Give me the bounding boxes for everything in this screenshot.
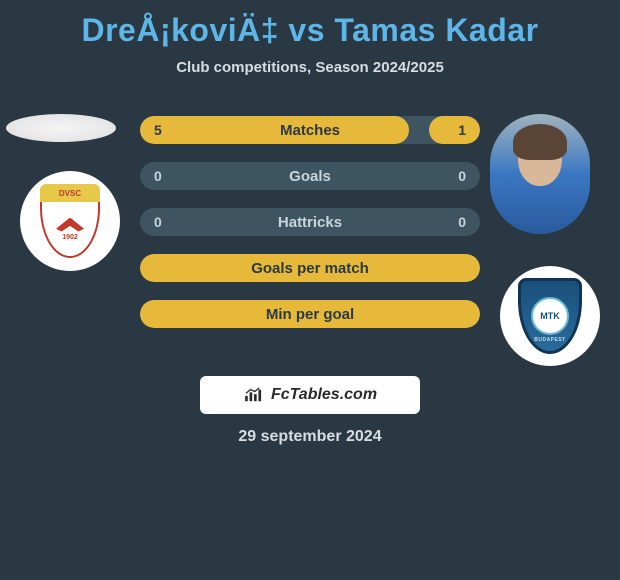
dvsc-shield-icon: DVSC 1902 (40, 184, 100, 258)
comparison-panel: DVSC 1902 MTK BUDAPEST 51Matches 00Goals 0… (0, 96, 620, 356)
bar-label: Goals (140, 168, 480, 185)
mtk-sub-label: BUDAPEST (534, 337, 566, 343)
fctables-badge: FcTables.com (200, 376, 420, 414)
stat-bar-row: Goals per match (140, 254, 480, 282)
comparison-subtitle: Club competitions, Season 2024/2025 (0, 53, 620, 96)
bar-label: Goals per match (140, 260, 480, 277)
club-right-badge: MTK BUDAPEST (500, 266, 600, 366)
player-left-avatar (6, 114, 116, 142)
stat-bar-row: 00Goals (140, 162, 480, 190)
bar-label: Min per goal (140, 306, 480, 323)
mtk-inner-label: MTK (531, 297, 569, 335)
stat-bar-row: Min per goal (140, 300, 480, 328)
mtk-shield-icon: MTK BUDAPEST (518, 278, 582, 354)
dvsc-top-label: DVSC (40, 184, 100, 202)
club-left-badge: DVSC 1902 (20, 171, 120, 271)
comparison-date: 29 september 2024 (0, 428, 620, 446)
fctables-chart-icon (243, 387, 265, 403)
bar-label: Matches (140, 122, 480, 139)
player-right-avatar (490, 114, 590, 234)
comparison-title: DreÅ¡koviÄ‡ vs Tamas Kadar (0, 0, 620, 53)
dvsc-bird-icon (56, 218, 84, 232)
stat-bar-row: 51Matches (140, 116, 480, 144)
dvsc-year: 1902 (62, 234, 78, 241)
dvsc-body: 1902 (40, 202, 100, 258)
stat-bar-row: 00Hattricks (140, 208, 480, 236)
stat-bars: 51Matches 00Goals 00Hattricks Goals per mat… (140, 116, 480, 328)
bar-label: Hattricks (140, 214, 480, 231)
fctables-text: FcTables.com (271, 386, 377, 404)
